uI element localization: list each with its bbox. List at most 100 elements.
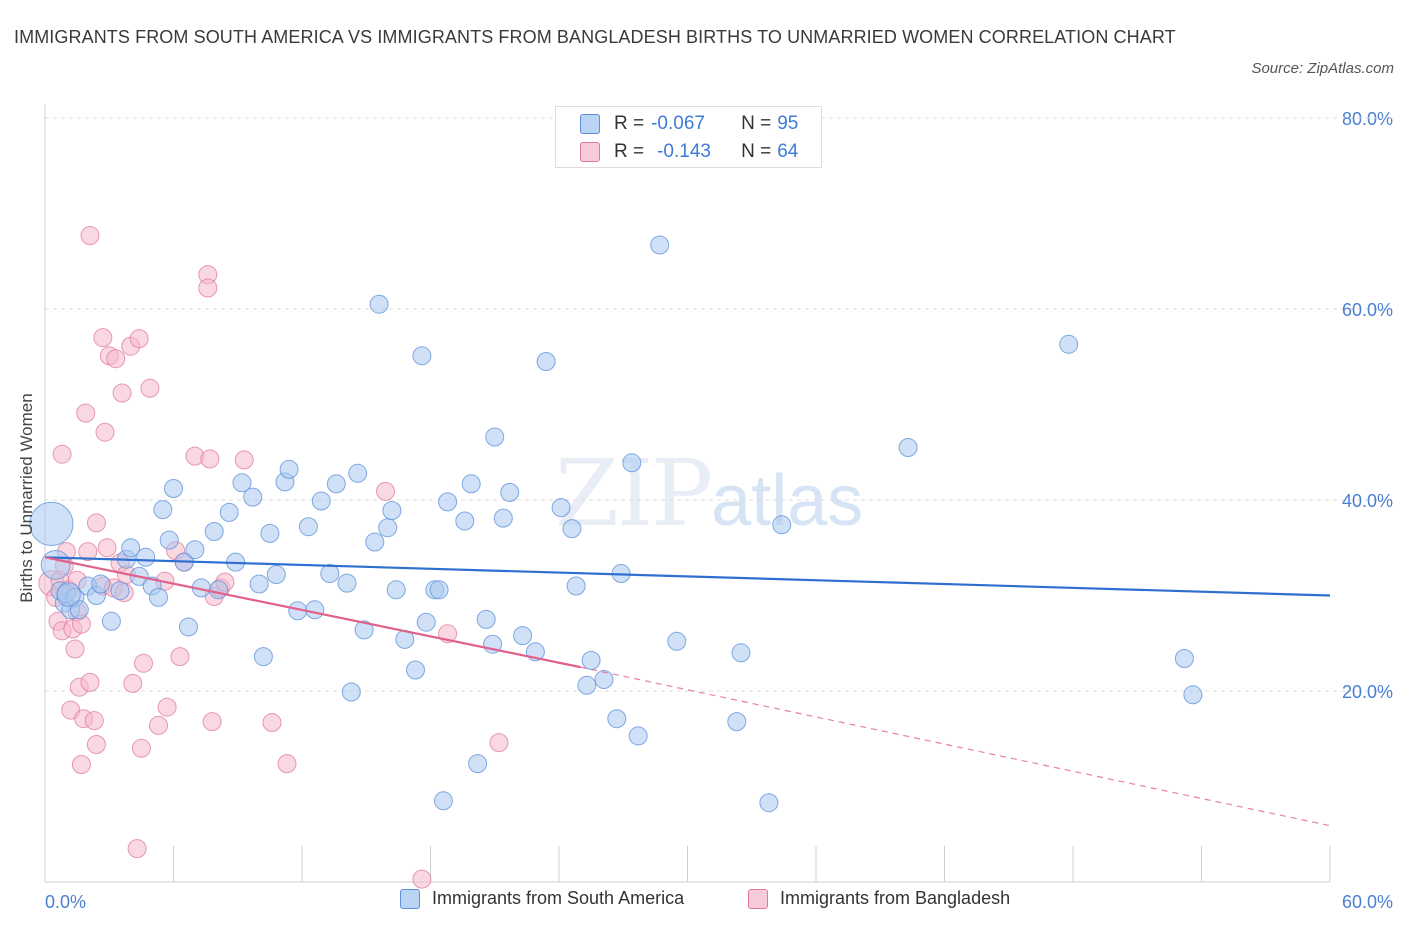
point-south-america bbox=[650, 235, 670, 255]
point-south-america bbox=[40, 550, 71, 580]
point-south-america bbox=[179, 617, 198, 637]
point-south-america bbox=[577, 675, 597, 695]
point-south-america bbox=[354, 620, 374, 640]
point-south-america bbox=[386, 580, 406, 600]
point-bangladesh bbox=[76, 403, 96, 423]
point-bangladesh bbox=[129, 329, 149, 349]
point-south-america bbox=[468, 754, 488, 774]
point-south-america bbox=[727, 712, 747, 732]
point-south-america bbox=[433, 791, 453, 811]
point-south-america bbox=[500, 482, 520, 502]
point-south-america bbox=[298, 517, 318, 537]
point-bangladesh bbox=[65, 639, 85, 659]
point-south-america bbox=[493, 508, 513, 528]
legend-row-bangladesh: R = -0.143 N = 64 bbox=[580, 140, 798, 164]
point-south-america bbox=[365, 532, 385, 552]
point-bangladesh bbox=[234, 450, 254, 470]
legend-n-label: N = bbox=[741, 113, 772, 134]
legend-r-label: R = bbox=[614, 113, 645, 134]
point-south-america bbox=[382, 501, 402, 520]
point-south-america bbox=[153, 500, 173, 520]
point-south-america bbox=[348, 463, 368, 483]
trendline-bangladesh-extension bbox=[580, 666, 1331, 827]
y-tick-label: 40.0% bbox=[1342, 491, 1393, 511]
trendline-bangladesh bbox=[44, 556, 581, 669]
point-south-america bbox=[305, 600, 325, 620]
point-south-america bbox=[204, 522, 224, 541]
point-south-america bbox=[311, 491, 331, 511]
point-south-america bbox=[461, 474, 481, 494]
point-south-america bbox=[562, 519, 582, 539]
legend-n-value: 64 bbox=[777, 141, 799, 162]
point-south-america bbox=[772, 515, 792, 535]
point-south-america bbox=[476, 609, 496, 629]
x-tick-label: 60.0% bbox=[1342, 892, 1393, 912]
legend-r-value: -0.143 bbox=[657, 141, 711, 162]
point-bangladesh bbox=[106, 349, 126, 369]
point-south-america bbox=[341, 682, 361, 702]
point-south-america bbox=[566, 576, 586, 596]
point-south-america bbox=[159, 530, 179, 550]
legend-swatch-pink bbox=[748, 888, 768, 909]
point-south-america bbox=[136, 547, 156, 567]
point-bangladesh bbox=[149, 715, 168, 735]
point-south-america bbox=[536, 352, 556, 371]
point-bangladesh bbox=[198, 278, 218, 298]
point-bangladesh bbox=[93, 328, 113, 348]
point-south-america bbox=[731, 643, 751, 663]
point-bangladesh bbox=[112, 383, 132, 403]
point-bangladesh bbox=[123, 673, 143, 693]
point-south-america bbox=[29, 501, 74, 547]
y-tick-label: 60.0% bbox=[1342, 300, 1393, 320]
y-tick-label: 20.0% bbox=[1342, 682, 1393, 702]
point-south-america bbox=[1183, 685, 1203, 705]
point-south-america bbox=[581, 650, 601, 670]
point-south-america bbox=[209, 580, 228, 600]
point-bangladesh bbox=[376, 481, 395, 501]
point-south-america bbox=[759, 793, 779, 813]
point-bangladesh bbox=[95, 422, 115, 442]
point-south-america bbox=[551, 498, 571, 518]
point-south-america bbox=[91, 574, 111, 594]
legend-label: Immigrants from Bangladesh bbox=[780, 888, 1011, 908]
point-south-america bbox=[594, 670, 614, 689]
point-south-america bbox=[438, 492, 458, 512]
point-south-america bbox=[185, 540, 205, 560]
point-bangladesh bbox=[80, 672, 100, 692]
point-south-america bbox=[164, 479, 183, 498]
source-label: Source: ZipAtlas.com bbox=[1251, 60, 1394, 77]
point-south-america bbox=[266, 565, 286, 584]
y-axis-label: Births to Unmarried Women bbox=[17, 393, 36, 603]
point-bangladesh bbox=[170, 647, 190, 667]
legend-n-value: 95 bbox=[777, 113, 799, 134]
point-bangladesh bbox=[131, 738, 151, 758]
point-bangladesh bbox=[157, 697, 177, 717]
correlation-legend: R = -0.067 N = 95 R = -0.143 N = 64 bbox=[555, 106, 822, 168]
point-south-america bbox=[253, 647, 273, 667]
point-south-america bbox=[378, 518, 398, 538]
legend-swatch-pink bbox=[580, 142, 600, 162]
legend-label: Immigrants from South America bbox=[432, 888, 685, 908]
point-bangladesh bbox=[277, 754, 297, 774]
series-legend: Immigrants from South America Immigrants… bbox=[0, 888, 1406, 918]
point-south-america bbox=[101, 611, 121, 631]
y-tick-label: 80.0% bbox=[1342, 109, 1393, 129]
point-south-america bbox=[320, 564, 340, 583]
chart-title: IMMIGRANTS FROM SOUTH AMERICA VS IMMIGRA… bbox=[14, 27, 1176, 47]
point-bangladesh bbox=[489, 733, 509, 753]
point-south-america bbox=[898, 438, 918, 457]
point-south-america bbox=[110, 581, 130, 601]
point-south-america bbox=[406, 660, 425, 680]
legend-item-bangladesh: Immigrants from Bangladesh bbox=[748, 888, 1010, 909]
point-bangladesh bbox=[78, 542, 98, 562]
point-bangladesh bbox=[97, 538, 117, 558]
point-south-america bbox=[628, 726, 648, 746]
point-south-america bbox=[1174, 649, 1194, 668]
trendline-south-america bbox=[44, 556, 1331, 597]
point-bangladesh bbox=[262, 713, 282, 732]
legend-swatch-blue bbox=[400, 888, 420, 909]
point-bangladesh bbox=[412, 869, 432, 889]
point-bangladesh bbox=[86, 513, 106, 533]
point-south-america bbox=[485, 427, 505, 447]
